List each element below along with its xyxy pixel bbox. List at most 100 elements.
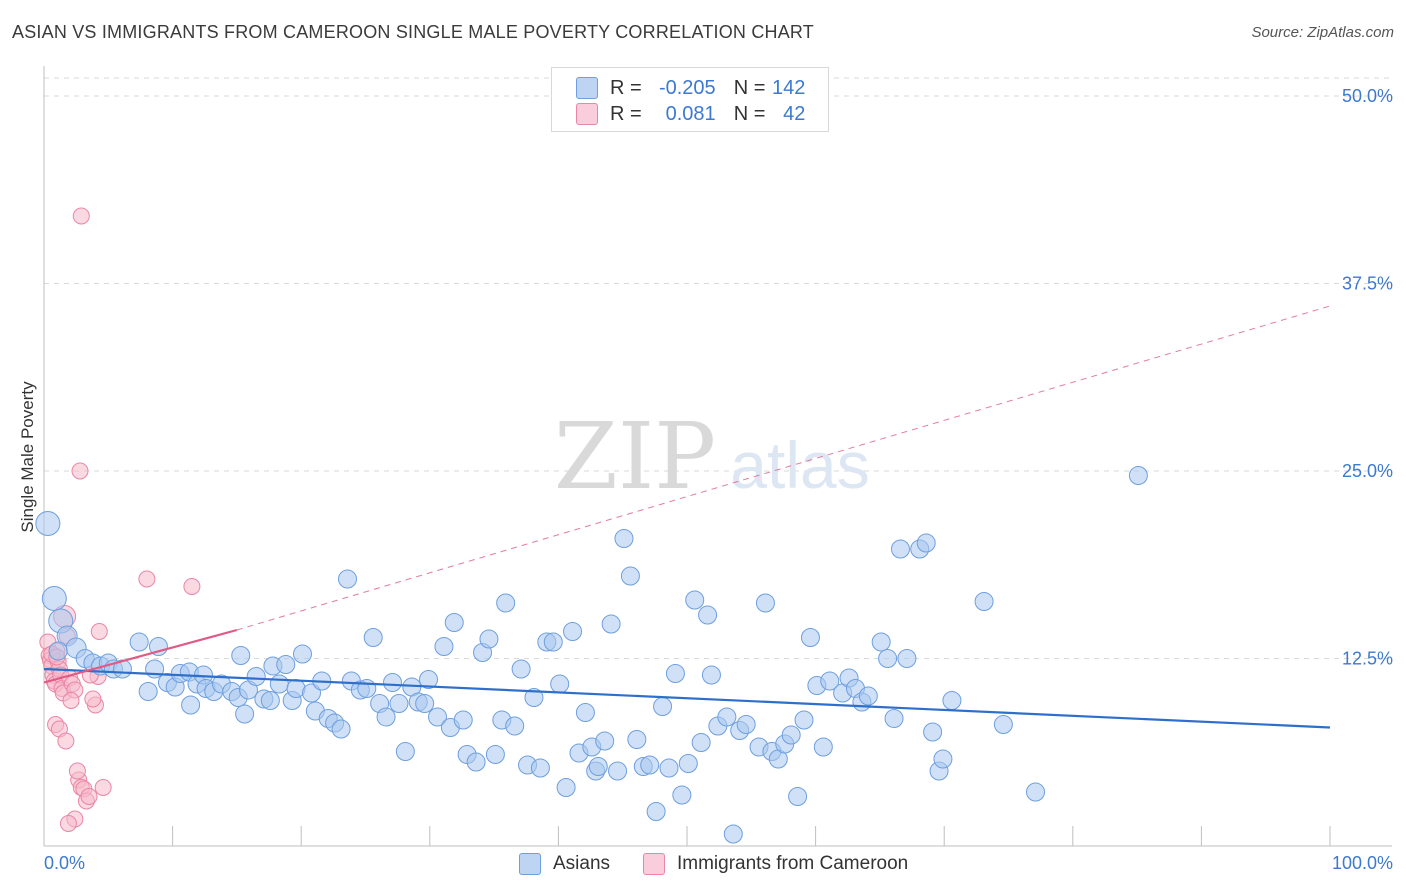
cameroon-point bbox=[90, 623, 108, 640]
bottom-swatch-cameroon bbox=[643, 853, 665, 875]
asians-point bbox=[723, 824, 743, 844]
asians-point bbox=[550, 674, 570, 694]
legend-n-value: 142 bbox=[772, 76, 806, 99]
asians-point bbox=[511, 659, 531, 679]
asians-point bbox=[974, 592, 994, 611]
asians-point bbox=[897, 649, 917, 668]
cameroon-point bbox=[59, 815, 77, 832]
y-tick-label: 37.5% bbox=[1342, 274, 1393, 294]
asians-point bbox=[884, 709, 904, 728]
asians-point bbox=[485, 745, 505, 764]
cameroon-point bbox=[57, 732, 75, 750]
asians-point bbox=[701, 665, 721, 685]
legend-n-label: N = bbox=[733, 102, 766, 125]
bottom-legend-asians: Asians bbox=[519, 852, 610, 876]
legend-row-asians: R = -0.205 N = 142 bbox=[576, 75, 805, 101]
cameroon-point bbox=[62, 692, 80, 709]
asians-point bbox=[1026, 782, 1046, 802]
cameroon-point bbox=[72, 207, 90, 225]
asians-point bbox=[646, 802, 666, 821]
asians-point bbox=[698, 605, 718, 625]
asians-point bbox=[530, 758, 550, 778]
asians-point bbox=[588, 757, 608, 776]
asians-point bbox=[659, 758, 679, 778]
asians-point bbox=[736, 715, 756, 734]
asians-point bbox=[916, 533, 936, 553]
asians-point bbox=[890, 539, 910, 559]
asians-point bbox=[337, 569, 357, 589]
cameroon-point bbox=[94, 779, 112, 796]
asians-point bbox=[496, 593, 516, 613]
bottom-legend-label-asians: Asians bbox=[553, 853, 611, 874]
legend-swatch-cameroon bbox=[576, 103, 598, 125]
asians-point bbox=[444, 613, 464, 632]
asians-point bbox=[434, 637, 454, 656]
cameroon-point bbox=[68, 762, 86, 780]
asians-point bbox=[235, 704, 255, 724]
cameroon-point bbox=[71, 462, 89, 480]
legend-swatch-asians bbox=[576, 77, 598, 99]
asians-points bbox=[35, 466, 1148, 844]
asians-point bbox=[466, 752, 486, 772]
y-tick-label: 50.0% bbox=[1342, 86, 1393, 106]
cameroon-trend-extension bbox=[236, 305, 1331, 631]
asians-point bbox=[35, 511, 61, 536]
grid-layer bbox=[44, 77, 1392, 659]
asians-point bbox=[672, 785, 692, 805]
asians-point bbox=[419, 670, 439, 689]
asians-point bbox=[453, 710, 473, 730]
asians-point bbox=[543, 632, 563, 652]
asians-point bbox=[269, 674, 289, 694]
asians-point bbox=[653, 697, 673, 716]
bottom-swatch-asians bbox=[519, 853, 541, 875]
bottom-legend-cameroon: Immigrants from Cameroon bbox=[643, 852, 908, 876]
asians-trend-line bbox=[43, 667, 1331, 729]
chart-source: Source: ZipAtlas.com bbox=[1251, 24, 1394, 41]
asians-point bbox=[563, 622, 583, 641]
asians-point bbox=[1128, 466, 1148, 485]
legend-r-value: 0.081 bbox=[665, 102, 716, 125]
asians-point bbox=[878, 649, 898, 668]
asians-point bbox=[820, 671, 840, 691]
x-tick-label: 100.0% bbox=[1332, 853, 1393, 873]
asians-point bbox=[389, 694, 409, 713]
asians-point bbox=[685, 590, 705, 610]
asians-point bbox=[781, 725, 801, 745]
asians-point bbox=[620, 566, 640, 586]
legend-n-value: 42 bbox=[783, 102, 806, 125]
asians-point bbox=[276, 655, 296, 674]
asians-point bbox=[755, 593, 775, 613]
asians-point bbox=[48, 641, 68, 661]
asians-point bbox=[383, 673, 403, 692]
asians-point bbox=[871, 632, 891, 652]
asians-point bbox=[993, 715, 1013, 734]
asians-point bbox=[260, 691, 280, 710]
watermark: ZIP atlas bbox=[554, 403, 870, 510]
asians-point bbox=[858, 686, 878, 706]
y-tick-label: 25.0% bbox=[1342, 461, 1393, 481]
cameroon-point bbox=[183, 578, 201, 595]
asians-point bbox=[292, 644, 312, 664]
chart-title: ASIAN VS IMMIGRANTS FROM CAMEROON SINGLE… bbox=[12, 22, 814, 42]
legend-r-value: -0.205 bbox=[658, 76, 716, 99]
asians-point bbox=[138, 682, 158, 701]
trend-layer bbox=[43, 305, 1331, 729]
asians-point bbox=[331, 719, 351, 739]
legend-n-label: N = bbox=[733, 76, 766, 99]
asians-point bbox=[640, 755, 660, 775]
asians-point bbox=[41, 586, 67, 611]
asians-point bbox=[933, 749, 953, 769]
watermark-atlas: atlas bbox=[730, 428, 869, 502]
asians-point bbox=[395, 742, 415, 761]
cameroon-point bbox=[138, 570, 156, 588]
cameroon-trend-line bbox=[43, 628, 238, 684]
cameroon-point bbox=[84, 690, 102, 708]
asians-point bbox=[246, 667, 266, 686]
asians-point bbox=[627, 730, 647, 749]
asians-point bbox=[556, 778, 576, 797]
watermark-zip: ZIP bbox=[554, 403, 716, 510]
asians-point bbox=[524, 688, 544, 707]
asians-point bbox=[376, 707, 396, 727]
asians-point bbox=[479, 629, 499, 649]
